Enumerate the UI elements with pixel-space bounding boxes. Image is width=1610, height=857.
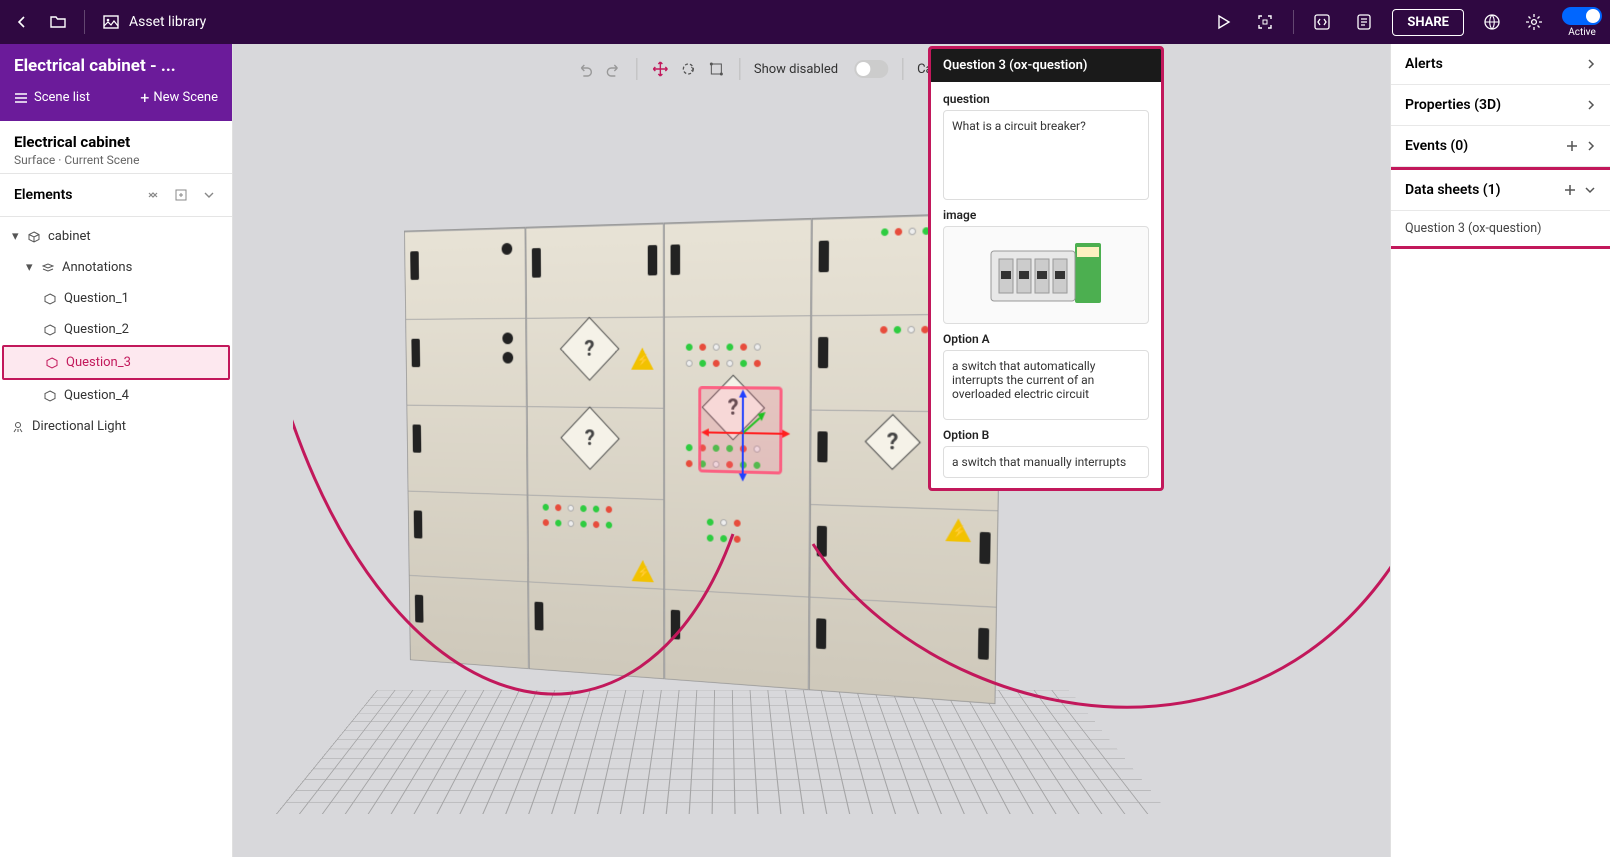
selection-gizmo[interactable] xyxy=(698,386,782,475)
active-label: Active xyxy=(1568,27,1596,38)
accordion-alerts[interactable]: Alerts xyxy=(1391,44,1610,85)
accordion-data-sheets[interactable]: Data sheets (1) xyxy=(1391,170,1610,211)
tree-label: cabinet xyxy=(48,229,91,244)
tree-item-question-4[interactable]: Question_4 xyxy=(0,380,232,411)
gear-icon[interactable] xyxy=(1520,8,1548,36)
tree-label: Question_4 xyxy=(64,388,129,403)
add-icon[interactable] xyxy=(1566,140,1578,152)
tree-item-cabinet[interactable]: ▾ cabinet xyxy=(0,221,232,252)
props-header: Question 3 (ox-question) xyxy=(931,49,1161,82)
tree-label: Question_1 xyxy=(64,291,129,306)
scene-meta: Surface · Current Scene xyxy=(14,153,218,167)
undo-icon[interactable] xyxy=(576,60,594,78)
elements-tree: ▾ cabinet ▾ Annotations Question_1 Quest… xyxy=(0,217,232,446)
chevron-right-icon xyxy=(1586,99,1596,111)
tree-item-question-2[interactable]: Question_2 xyxy=(0,314,232,345)
grid-floor xyxy=(276,690,1170,814)
chevron-down-icon[interactable] xyxy=(200,186,218,204)
events-label: Events (0) xyxy=(1405,138,1468,154)
tree-label: Annotations xyxy=(62,260,132,275)
viewport-3d[interactable]: Show disabled Camera xyxy=(233,44,1390,857)
sidebar-right: Alerts Properties (3D) Events (0) Data s… xyxy=(1390,44,1610,857)
add-icon[interactable] xyxy=(1564,184,1576,196)
circuit-breaker-icon xyxy=(981,237,1111,313)
doc-icon[interactable] xyxy=(1350,8,1378,36)
tree-label: Directional Light xyxy=(32,419,126,434)
option-a-label: Option A xyxy=(943,332,1149,346)
cube-icon xyxy=(44,389,58,403)
redo-icon[interactable] xyxy=(604,60,622,78)
properties-label: Properties (3D) xyxy=(1405,97,1501,113)
globe-icon[interactable] xyxy=(1478,8,1506,36)
collapse-icon[interactable] xyxy=(144,186,162,204)
asset-library-label[interactable]: Asset library xyxy=(129,14,206,30)
code-icon[interactable] xyxy=(1308,8,1336,36)
share-button[interactable]: SHARE xyxy=(1392,9,1464,36)
scene-list-button[interactable]: Scene list xyxy=(14,90,90,105)
scale-tool-icon[interactable] xyxy=(707,60,725,78)
cube-icon xyxy=(28,230,42,244)
alerts-label: Alerts xyxy=(1405,56,1443,72)
new-scene-button[interactable]: + New Scene xyxy=(140,88,218,107)
tree-label: Question_2 xyxy=(64,322,129,337)
tree-item-directional-light[interactable]: Directional Light xyxy=(0,411,232,442)
option-b-label: Option B xyxy=(943,428,1149,442)
play-icon[interactable] xyxy=(1209,8,1237,36)
data-sheets-label: Data sheets (1) xyxy=(1405,182,1501,198)
image-label: image xyxy=(943,208,1149,222)
rotate-tool-icon[interactable] xyxy=(679,60,697,78)
scene-list-label: Scene list xyxy=(34,90,90,105)
sidebar-left: Electrical cabinet - ... Scene list + Ne… xyxy=(0,44,233,857)
move-tool-icon[interactable] xyxy=(651,60,669,78)
add-element-icon[interactable] xyxy=(172,186,190,204)
cabinet-3d: ? ? ? xyxy=(404,212,1003,704)
elements-label: Elements xyxy=(14,187,72,203)
accordion-properties[interactable]: Properties (3D) xyxy=(1391,85,1610,126)
project-title: Electrical cabinet - ... xyxy=(14,56,218,76)
back-icon[interactable] xyxy=(8,8,36,36)
cube-icon xyxy=(44,292,58,306)
chevron-right-icon xyxy=(1586,140,1596,152)
option-b-input[interactable]: a switch that manually interrupts xyxy=(943,446,1149,478)
cube-icon xyxy=(44,323,58,337)
show-disabled-toggle[interactable] xyxy=(854,60,888,78)
question-properties-panel: Question 3 (ox-question) question What i… xyxy=(928,46,1164,491)
tree-item-question-3[interactable]: Question_3 xyxy=(2,345,230,380)
tree-label: Question_3 xyxy=(66,355,131,370)
image-preview[interactable] xyxy=(943,226,1149,324)
cube-icon xyxy=(46,356,60,370)
topbar: Asset library SHARE Active xyxy=(0,0,1610,44)
tree-item-question-1[interactable]: Question_1 xyxy=(0,283,232,314)
folder-icon[interactable] xyxy=(44,8,72,36)
scene-name: Electrical cabinet xyxy=(14,133,218,151)
question-input[interactable]: What is a circuit breaker? xyxy=(943,110,1149,200)
accordion-events[interactable]: Events (0) xyxy=(1391,126,1610,167)
question-label: question xyxy=(943,92,1149,106)
layers-icon xyxy=(42,261,56,275)
scene-3d-content: ? ? ? xyxy=(293,224,1390,857)
new-scene-label: New Scene xyxy=(153,90,218,105)
scan-icon[interactable] xyxy=(1251,8,1279,36)
option-a-input[interactable]: a switch that automatically interrupts t… xyxy=(943,350,1149,420)
chevron-down-icon xyxy=(1584,184,1596,196)
show-disabled-label: Show disabled xyxy=(754,62,838,77)
data-sheet-item[interactable]: Question 3 (ox-question) xyxy=(1391,211,1610,246)
light-icon xyxy=(12,420,26,434)
tree-item-annotations[interactable]: ▾ Annotations xyxy=(0,252,232,283)
chevron-right-icon xyxy=(1586,58,1596,70)
image-icon[interactable] xyxy=(97,8,125,36)
active-toggle[interactable] xyxy=(1562,7,1602,25)
